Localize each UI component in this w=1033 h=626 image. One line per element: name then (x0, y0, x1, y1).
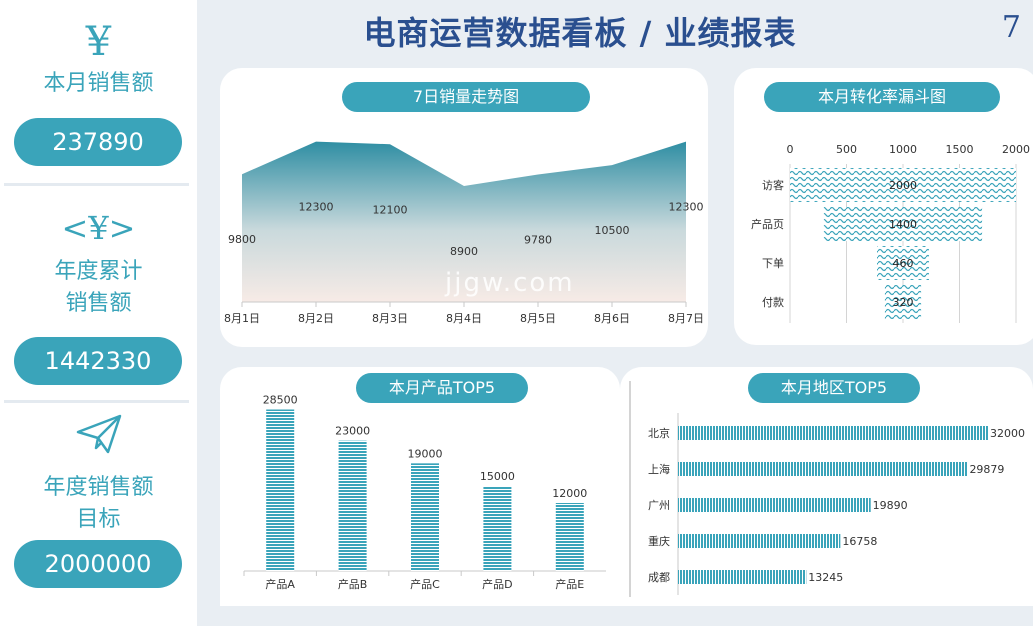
category-label: 成都 (648, 571, 670, 584)
kpi-label-annual-target: 年度销售额 目标 (0, 472, 197, 536)
product-bar (483, 486, 511, 571)
data-label: 320 (893, 296, 914, 309)
data-label: 29879 (969, 463, 1004, 476)
data-label: 12100 (373, 203, 408, 216)
data-label: 19890 (873, 499, 908, 512)
divider (4, 183, 189, 186)
category-label: 产品E (555, 577, 584, 591)
yen-code-icon: <¥> (0, 208, 197, 248)
category-label: 广州 (648, 499, 670, 512)
region-bar (678, 534, 840, 548)
category-label: 产品C (410, 577, 440, 591)
category-label: 访客 (762, 178, 784, 192)
kpi-monthly-sales: ¥ 本月销售额 (0, 22, 197, 100)
data-label: 9800 (228, 233, 256, 246)
region-bar-chart: 32000 北京 29879 上海 19890 广州 16758 重庆 13245 成都 (620, 367, 1033, 606)
page-title: 电商运营数据看板 / 业绩报表 (300, 8, 860, 54)
region-bar (678, 570, 806, 584)
product-bar (339, 441, 367, 571)
category-label: 产品B (338, 577, 368, 591)
data-label: 19000 (408, 447, 443, 460)
data-label: 28500 (263, 394, 298, 407)
yen-icon: ¥ (0, 22, 197, 62)
region-bar (678, 426, 988, 440)
x-tick-label: 8月6日 (594, 312, 630, 325)
region-bar (678, 462, 967, 476)
page-number: 7 (1002, 10, 1021, 45)
kpi-value-annual-sales: 1442330 (14, 337, 182, 385)
x-tick-label: 8月2日 (298, 312, 334, 325)
divider (4, 400, 189, 403)
watermark: jjgw.com (445, 268, 575, 298)
product-panel: 本月产品TOP5 28500 产品A 23000 产品B 19000 产品C 15000 产品… (220, 367, 620, 606)
product-bar (411, 463, 439, 571)
x-tick-label: 8月5日 (520, 312, 556, 325)
category-label: 付款 (762, 295, 784, 309)
region-bar (678, 498, 871, 512)
region-panel: 本月地区TOP5 32000 北京 29879 上海 19890 广州 16758 重庆 132… (620, 367, 1033, 606)
category-label: 北京 (648, 426, 670, 440)
sidebar: ¥ 本月销售额 237890 <¥> 年度累计 销售额 1442330 年度销售… (0, 0, 197, 626)
kpi-label-annual-sales: 年度累计 销售额 (0, 256, 197, 320)
x-tick-label: 8月3日 (372, 312, 408, 325)
funnel-panel: 本月转化率漏斗图 0 500 1000 1500 2000 2000 访客 1400 产品页 46… (734, 68, 1033, 345)
data-label: 16758 (842, 535, 877, 548)
x-tick-label: 8月7日 (668, 312, 704, 325)
paper-plane-icon (0, 414, 197, 458)
category-label: 产品D (482, 577, 512, 591)
x-tick-label: 8月4日 (446, 312, 482, 325)
funnel-chart: 0 500 1000 1500 2000 2000 访客 1400 产品页 460 下单 320 付款 (734, 68, 1033, 345)
kpi-label-monthly-sales: 本月销售额 (0, 68, 197, 100)
data-label: 32000 (990, 427, 1025, 440)
data-label: 8900 (450, 245, 478, 258)
product-bar-chart: 28500 产品A 23000 产品B 19000 产品C 15000 产品D 12000 产品E (220, 367, 620, 606)
product-bar (556, 503, 584, 571)
category-label: 产品A (265, 577, 295, 591)
data-label: 15000 (480, 470, 515, 483)
kpi-value-monthly-sales: 237890 (14, 118, 182, 166)
trend-area-chart: 8月1日 9800 8月2日 12300 8月3日 12100 8月4日 8900 8月5日 97… (220, 68, 708, 347)
kpi-annual-target: 年度销售额 目标 (0, 414, 197, 536)
data-label: 23000 (335, 425, 370, 438)
x-tick-label: 8月1日 (224, 312, 260, 325)
data-label: 10500 (595, 224, 630, 237)
data-label: 12000 (552, 487, 587, 500)
data-label: 2000 (889, 179, 917, 192)
x-tick-label: 1000 (889, 143, 917, 156)
data-label: 1400 (889, 218, 917, 231)
data-label: 460 (893, 257, 914, 270)
x-tick-label: 0 (787, 143, 794, 156)
trend-panel: 7日销量走势图 8月1日 9800 8月2日 12300 8月3日 12100 8月4日 89… (220, 68, 708, 347)
x-tick-label: 500 (836, 143, 857, 156)
data-label: 12300 (669, 201, 704, 214)
product-bar (266, 410, 294, 572)
category-label: 重庆 (648, 534, 670, 548)
category-label: 上海 (648, 462, 670, 476)
x-tick-label: 2000 (1002, 143, 1030, 156)
data-label: 9780 (524, 233, 552, 246)
kpi-annual-sales: <¥> 年度累计 销售额 (0, 208, 197, 320)
kpi-value-annual-target: 2000000 (14, 540, 182, 588)
category-label: 产品页 (751, 217, 784, 231)
category-label: 下单 (762, 257, 784, 270)
x-tick-label: 1500 (946, 143, 974, 156)
data-label: 12300 (299, 201, 334, 214)
data-label: 13245 (808, 571, 843, 584)
